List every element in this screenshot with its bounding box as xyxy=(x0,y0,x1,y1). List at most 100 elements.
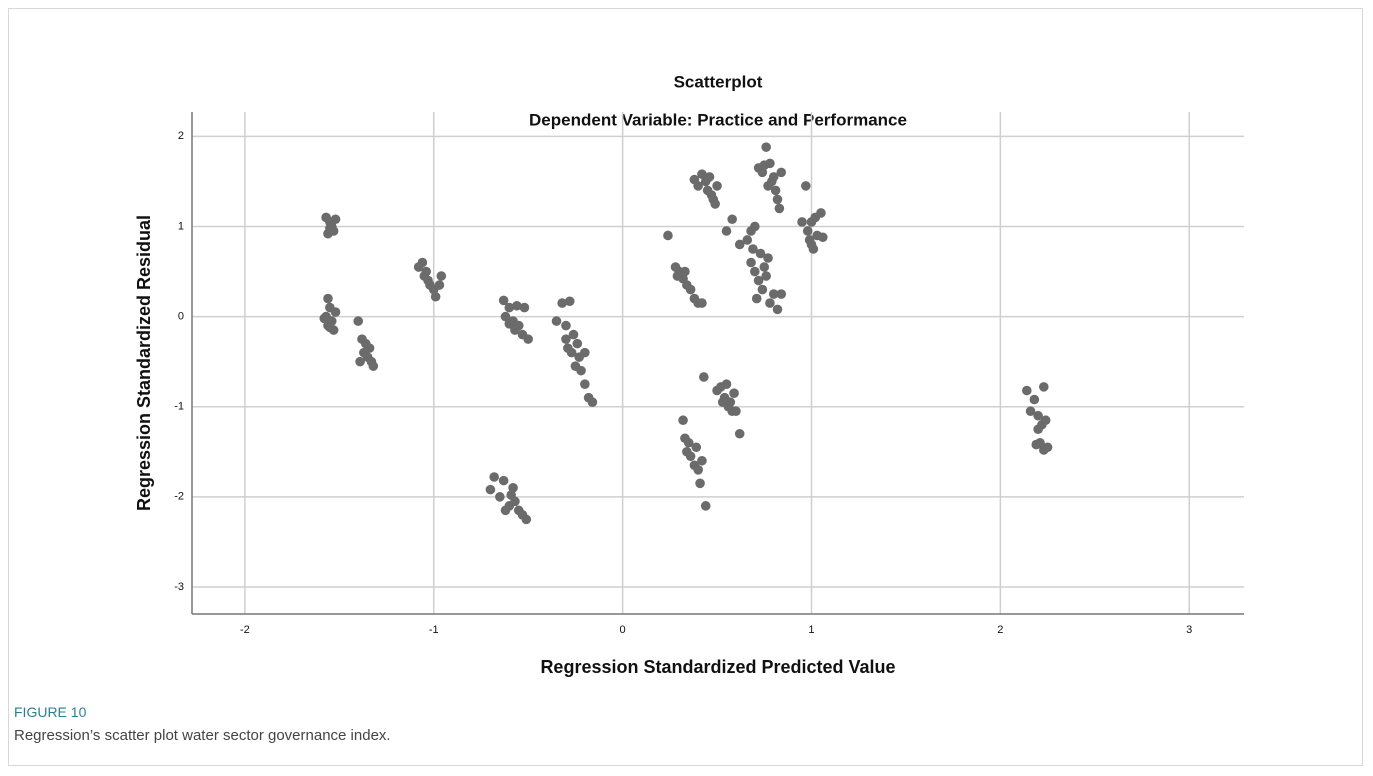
y-tick-label: 0 xyxy=(178,310,184,322)
point xyxy=(712,181,722,191)
point xyxy=(763,253,773,263)
point xyxy=(564,296,575,307)
point xyxy=(1040,415,1051,426)
point xyxy=(710,199,720,209)
point xyxy=(801,181,811,191)
point xyxy=(750,221,760,232)
point xyxy=(485,484,496,495)
chart-title: Scatterplot xyxy=(674,72,763,91)
x-tick-label: -2 xyxy=(240,624,250,636)
caption-label: FIGURE 10 xyxy=(14,704,87,720)
point xyxy=(721,226,732,236)
point xyxy=(772,194,783,205)
y-tick-label: 1 xyxy=(178,220,184,232)
point xyxy=(504,302,515,313)
point xyxy=(757,167,768,178)
point xyxy=(746,257,756,268)
point xyxy=(818,232,828,243)
point xyxy=(353,316,364,326)
point xyxy=(1033,410,1043,421)
point xyxy=(325,223,335,234)
point xyxy=(512,300,522,311)
point xyxy=(697,455,707,466)
point xyxy=(697,169,707,179)
point xyxy=(763,181,773,191)
point xyxy=(700,501,711,511)
point xyxy=(683,437,694,448)
x-tick-label: -1 xyxy=(429,624,439,636)
point xyxy=(521,514,532,525)
point xyxy=(772,304,783,315)
point xyxy=(510,325,520,335)
point xyxy=(765,298,775,308)
x-tick-label: 1 xyxy=(808,624,814,636)
point xyxy=(680,266,690,277)
point xyxy=(506,490,516,500)
point xyxy=(691,442,702,453)
x-tick-label: 0 xyxy=(620,624,626,636)
point xyxy=(693,181,703,191)
point xyxy=(802,226,813,236)
point xyxy=(742,235,753,245)
point xyxy=(434,280,445,290)
point xyxy=(774,203,785,214)
point xyxy=(561,320,571,331)
y-tick-label: -3 xyxy=(174,581,184,593)
point xyxy=(759,262,770,272)
point xyxy=(1022,385,1032,396)
point xyxy=(561,334,571,344)
point xyxy=(557,298,567,308)
point xyxy=(580,347,590,358)
point xyxy=(685,451,696,462)
point xyxy=(417,257,428,268)
point xyxy=(776,289,787,299)
y-axis-label: Regression Standardized Residual xyxy=(134,215,154,511)
point xyxy=(761,142,771,152)
point xyxy=(489,472,499,482)
point xyxy=(748,244,758,254)
point xyxy=(721,379,732,389)
point xyxy=(576,365,586,376)
point xyxy=(678,415,688,426)
point xyxy=(727,214,737,225)
point xyxy=(797,217,807,227)
point xyxy=(663,230,673,241)
point xyxy=(704,172,715,182)
point xyxy=(695,478,705,489)
point xyxy=(1029,394,1040,405)
point xyxy=(731,406,741,417)
point xyxy=(1025,406,1036,417)
point xyxy=(325,322,335,333)
point xyxy=(693,464,703,475)
point xyxy=(319,313,330,324)
point xyxy=(330,214,341,225)
point xyxy=(436,271,447,281)
point xyxy=(587,397,598,408)
point xyxy=(519,302,530,313)
point xyxy=(498,475,509,486)
point xyxy=(685,284,696,295)
chart-subtitle: Dependent Variable: Practice and Perform… xyxy=(529,110,907,129)
point xyxy=(761,271,771,281)
chart: Scatterplot Dependent Variable: Practice… xyxy=(134,72,1244,677)
x-tick-label: 3 xyxy=(1186,624,1192,636)
figure-frame xyxy=(8,8,1363,766)
point xyxy=(551,316,562,326)
point xyxy=(717,397,728,408)
point xyxy=(563,343,573,353)
y-tick-label: 2 xyxy=(178,130,184,142)
point xyxy=(1031,439,1042,450)
point xyxy=(419,271,430,281)
point xyxy=(734,428,745,439)
point xyxy=(498,295,509,306)
x-tick-label: 2 xyxy=(997,624,1003,636)
point xyxy=(495,492,505,502)
point xyxy=(500,311,511,322)
point xyxy=(368,361,379,371)
point xyxy=(776,167,787,178)
point xyxy=(568,329,579,340)
point xyxy=(580,379,590,389)
point xyxy=(508,483,518,493)
point xyxy=(729,388,739,398)
